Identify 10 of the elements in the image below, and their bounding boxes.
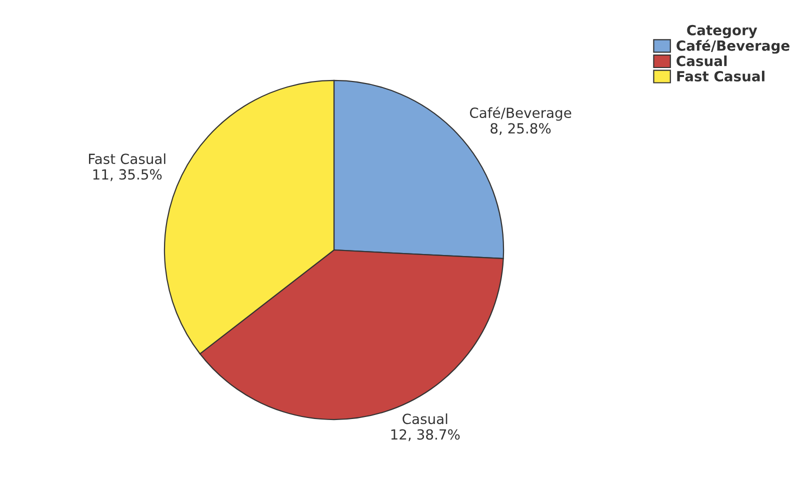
data-label: 12, 38.7% bbox=[391, 429, 460, 442]
legend-label: Café/Beverage bbox=[676, 40, 790, 54]
data-label: 8, 25.8% bbox=[490, 123, 551, 136]
slice-label: Fast Casual bbox=[89, 153, 166, 164]
slice-label: Café/Beverage bbox=[470, 106, 572, 121]
legend-label: Casual bbox=[676, 55, 727, 66]
data-label: 11, 35.5% bbox=[93, 169, 162, 182]
legend-label: Fast Casual bbox=[677, 70, 764, 82]
slice-label: Casual bbox=[402, 413, 448, 424]
legend-title: Category bbox=[687, 24, 758, 38]
